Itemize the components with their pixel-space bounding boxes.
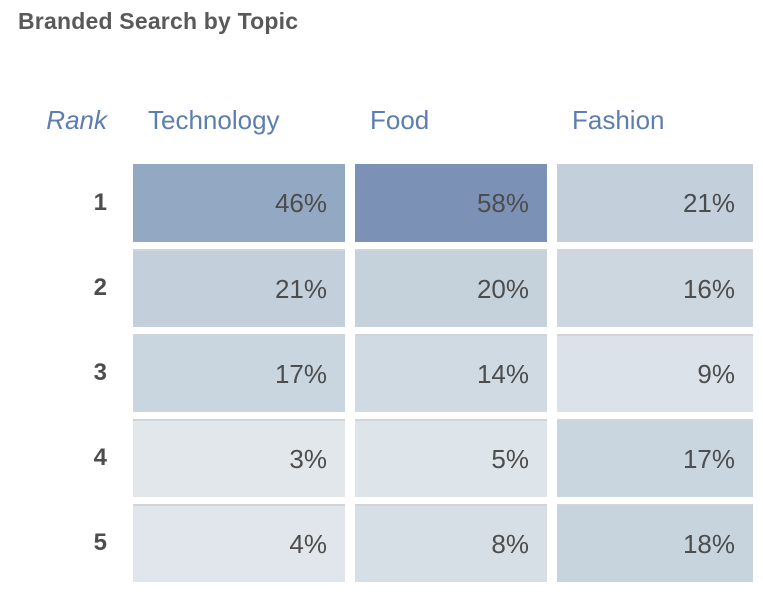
rank-label: 2 — [93, 274, 107, 301]
heatmap-cell-technology-rank2: 21% — [133, 249, 345, 327]
column-header-rank: Rank — [46, 104, 107, 135]
heatmap-cell-fashion-rank2: 16% — [557, 249, 753, 327]
heatmap-cell-fashion-rank1: 21% — [557, 164, 753, 242]
page-title: Branded Search by Topic — [18, 8, 299, 34]
heatmap-cell-fashion-rank3: 9% — [557, 334, 753, 412]
heatmap-cell-technology-rank4: 3% — [133, 419, 345, 497]
heatmap-cell-technology-rank5: 4% — [133, 504, 345, 582]
heatmap-table: 1 46% 58% 21% 2 21% 20% 16% 3 17% 14% 9%… — [0, 164, 763, 582]
heatmap-cell-food-rank1: 58% — [355, 164, 547, 242]
heatmap-cell-food-rank5: 8% — [355, 504, 547, 582]
rank-label: 1 — [93, 189, 107, 216]
heatmap-cell-food-rank3: 14% — [355, 334, 547, 412]
rank-label: 5 — [93, 529, 107, 556]
column-header-food: Food — [370, 104, 430, 135]
heatmap-cell-fashion-rank5: 18% — [557, 504, 753, 582]
column-header-fashion: Fashion — [572, 104, 665, 135]
heatmap-cell-fashion-rank4: 17% — [557, 419, 753, 497]
heatmap-cell-technology-rank1: 46% — [133, 164, 345, 242]
heatmap-cell-food-rank4: 5% — [355, 419, 547, 497]
column-header-technology: Technology — [148, 104, 280, 135]
heatmap-cell-technology-rank3: 17% — [133, 334, 345, 412]
rank-label: 4 — [93, 444, 107, 471]
rank-label: 3 — [93, 359, 107, 386]
table-header-row: Rank Technology Food Fashion — [0, 98, 763, 142]
heatmap-cell-food-rank2: 20% — [355, 249, 547, 327]
